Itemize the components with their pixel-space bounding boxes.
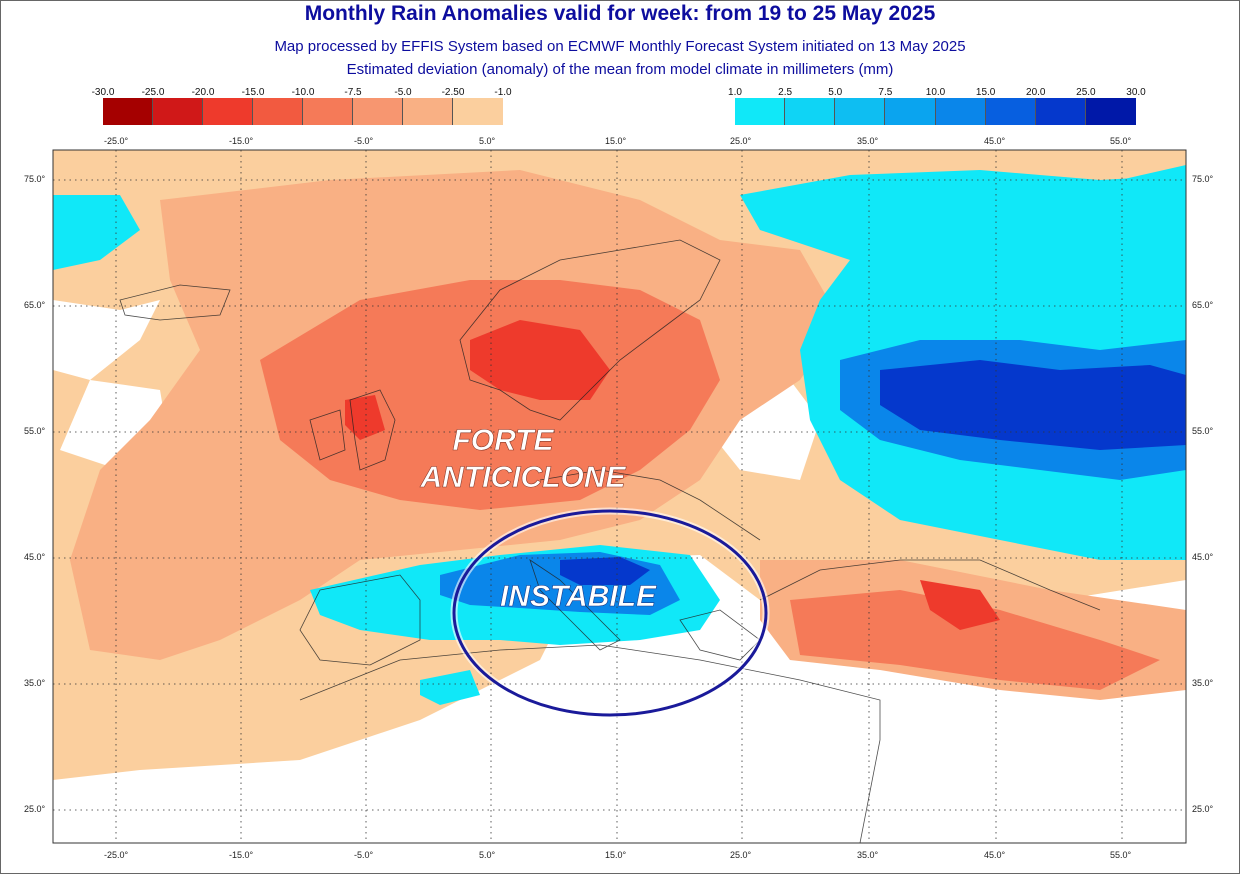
legend-positive	[735, 98, 1136, 125]
legend-tick-label: -20.0	[191, 87, 215, 98]
longitude-label: -5.0°	[354, 850, 374, 860]
legend-tick-label: 1.0	[728, 87, 742, 98]
anomaly-negative-core	[470, 320, 610, 400]
latitude-label: 45.0°	[1192, 552, 1214, 562]
map-subtitle-units: Estimated deviation (anomaly) of the mea…	[346, 61, 894, 78]
legend-tick-label: 7.5	[878, 87, 893, 98]
longitude-label: -15.0°	[229, 850, 254, 860]
legend-swatch	[935, 98, 986, 125]
longitude-label: 55.0°	[1110, 850, 1132, 860]
legend-tick-label: -7.5	[344, 87, 362, 98]
legend-swatch	[1035, 98, 1086, 125]
legend-swatch	[785, 98, 836, 125]
anticyclone-label-line1: FORTE	[452, 424, 554, 457]
graticule	[53, 150, 1186, 843]
legend-tick-label: -2.50	[441, 87, 465, 98]
legend-swatch	[153, 98, 203, 125]
legend-degree-label: -15.0°	[229, 136, 254, 146]
anomaly-negative-strong	[260, 280, 720, 510]
legend-tick-label: 30.0	[1126, 87, 1146, 98]
legend-tick-label: 10.0	[925, 87, 946, 98]
legend-negative	[103, 98, 503, 125]
legend-tick-label: -25.0	[141, 87, 165, 98]
legend-swatch	[403, 98, 453, 125]
legend-degree-label: 5.0°	[479, 136, 496, 146]
longitude-label: 35.0°	[857, 850, 879, 860]
legend-swatch	[835, 98, 886, 125]
legend-degree-label: 45.0°	[984, 136, 1006, 146]
latitude-label: 75.0°	[1192, 174, 1214, 184]
legend-tick-label: 20.0	[1026, 87, 1046, 98]
longitude-label: 25.0°	[730, 850, 752, 860]
longitude-label: 5.0°	[479, 850, 496, 860]
latitude-label: 45.0°	[24, 552, 46, 562]
legend-swatch	[103, 98, 153, 125]
longitude-label: -25.0°	[104, 850, 129, 860]
legend-tick-label: 5.0	[828, 87, 843, 98]
anticyclone-label-line2: ANTICICLONE	[420, 461, 627, 494]
legend-swatch	[885, 98, 936, 125]
latitude-label: 25.0°	[1192, 804, 1214, 814]
legend-degree-label: 15.0°	[605, 136, 627, 146]
longitude-label: 45.0°	[984, 850, 1006, 860]
latitude-label: 25.0°	[24, 804, 46, 814]
legend-tick-label: 25.0	[1076, 87, 1096, 98]
longitude-label: 15.0°	[605, 850, 627, 860]
legend-swatch	[253, 98, 303, 125]
legend-swatch	[985, 98, 1036, 125]
legend-swatch	[735, 98, 786, 125]
legend-tick-label: 2.5	[778, 87, 793, 98]
legend-swatch	[203, 98, 253, 125]
legend-tick-label: -15.0	[241, 87, 265, 98]
legend-swatch	[1085, 98, 1136, 125]
coastlines	[119, 239, 1101, 843]
legend-tick-label: -1.0	[494, 87, 512, 98]
latitude-label: 65.0°	[1192, 300, 1214, 310]
latitude-label: 35.0°	[24, 678, 46, 688]
map-border	[52, 149, 1187, 844]
legend-swatch	[303, 98, 353, 125]
latitude-label: 75.0°	[24, 174, 46, 184]
legend-swatch	[453, 98, 503, 125]
instability-ellipse	[452, 509, 768, 717]
latitude-label: 55.0°	[24, 426, 46, 436]
latitude-label: 35.0°	[1192, 678, 1214, 688]
legend-degree-label: 55.0°	[1110, 136, 1132, 146]
legend-degree-label: -25.0°	[104, 136, 129, 146]
legend-degree-label: 25.0°	[730, 136, 752, 146]
latitude-label: 55.0°	[1192, 426, 1214, 436]
legend-tick-label: -5.0	[394, 87, 412, 98]
legend-degree-label: 35.0°	[857, 136, 879, 146]
anomaly-neutral-zones	[53, 300, 1186, 843]
legend-swatch	[353, 98, 403, 125]
latitude-label: 65.0°	[24, 300, 46, 310]
legend-tick-label: -10.0	[291, 87, 315, 98]
instability-label: INSTABILE	[500, 580, 657, 613]
map-title: Monthly Rain Anomalies valid for week: f…	[304, 2, 936, 25]
legend-tick-label: -30.0	[91, 87, 115, 98]
legend-degree-label: -5.0°	[354, 136, 374, 146]
map-subtitle-source: Map processed by EFFIS System based on E…	[274, 38, 966, 55]
legend-tick-label: 15.0	[975, 87, 996, 98]
